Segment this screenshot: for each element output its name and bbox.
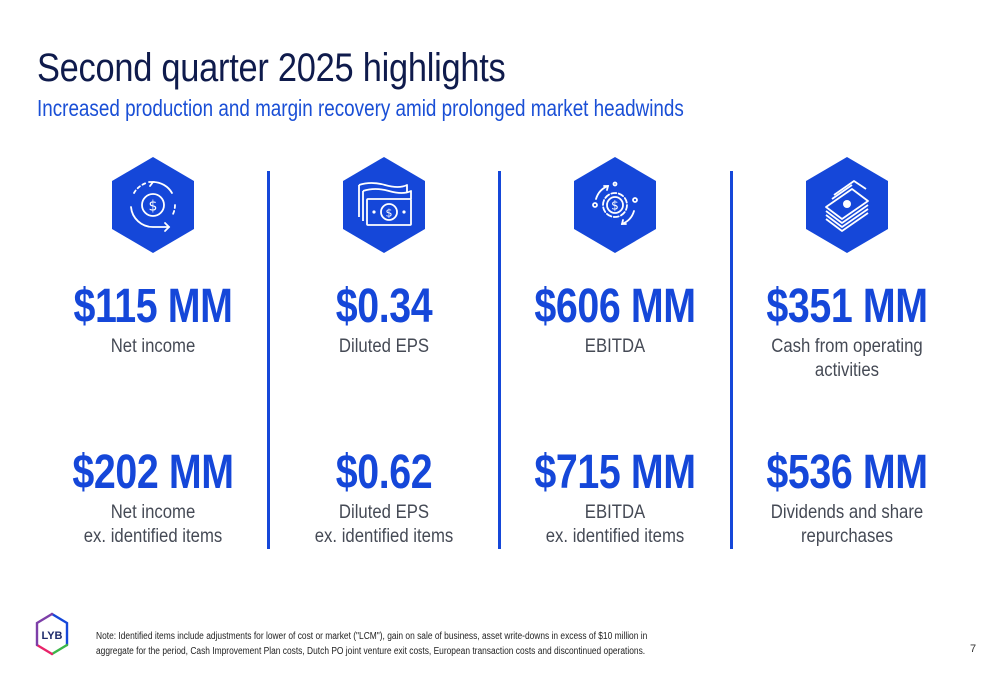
highlight-column-ebitda: $ $606 MM EBITDA $715 MM EBITDA ex. iden… [500,155,730,547]
lyb-logo: LYB [35,612,69,656]
banknotes-icon: $ [343,157,425,253]
page-number: 7 [970,643,977,655]
highlight-column-diluted-eps: $ $0.34 Diluted EPS $0.62 Diluted EPS ex… [269,155,499,547]
refresh-dollar-icon: $ [112,157,194,253]
diluted-eps-ex-items-value: $0.62 [335,446,433,499]
diluted-eps-label: Diluted EPS [338,336,430,357]
column-divider [730,171,733,549]
net-income-ex-items-value: $202 MM [72,446,234,499]
cash-stack-icon [806,157,888,253]
diluted-eps-ex-items-label: Diluted EPS ex. identified items [314,502,454,547]
column-divider [267,171,270,549]
diluted-eps-value: $0.34 [335,280,433,333]
net-income-ex-items-label: Net income ex. identified items [83,502,223,547]
operating-cash-value: $351 MM [766,280,928,333]
ebitda-ex-items-label: EBITDA ex. identified items [545,502,685,547]
svg-text:$: $ [386,207,393,220]
page-title: Second quarter 2025 highlights [37,46,506,90]
operating-cash-label: Cash from operating activities [771,336,923,381]
svg-text:$: $ [149,199,158,215]
ebitda-ex-items-value: $715 MM [534,446,696,499]
footnote: Note: Identified items include adjustmen… [96,631,648,657]
ebitda-label: EBITDA [584,336,646,357]
dividends-repurchases-value: $536 MM [766,446,928,499]
gear-dollar-cycle-icon: $ [574,157,656,253]
net-income-label: Net income [110,336,196,357]
highlight-column-cash: $351 MM Cash from operating activities $… [732,155,962,547]
net-income-value: $115 MM [73,280,233,333]
page-subtitle: Increased production and margin recovery… [37,95,684,121]
svg-text:$: $ [611,199,619,213]
highlight-column-net-income: $ $115 MM Net income $202 MM Net income … [38,155,268,547]
svg-text:LYB: LYB [42,630,63,642]
column-divider [498,171,501,549]
ebitda-value: $606 MM [534,280,696,333]
dividends-repurchases-label: Dividends and share repurchases [770,502,924,547]
